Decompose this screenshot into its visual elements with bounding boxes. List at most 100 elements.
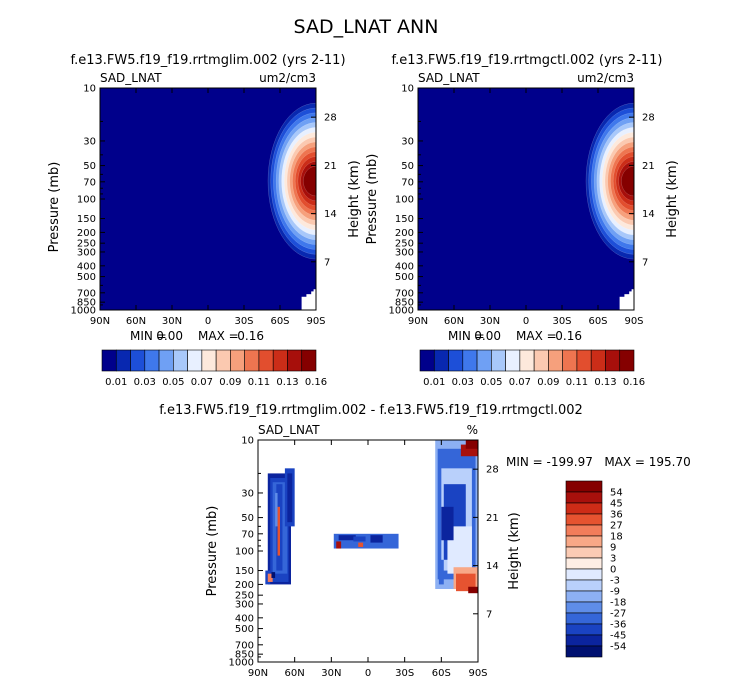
panel-3-ytick-label: 500 [235,624,254,635]
panel-3-axes: 1030507010015020025030040050070085010007… [229,436,499,680]
panel-2-y2tick-label: 21 [642,161,655,172]
panel-1-ytick-label: 200 [77,228,96,239]
panel-2-ytick-label: 400 [395,261,414,272]
panel-1-max-value: 0.16 [237,329,264,343]
panel-2-colorbar-label: 0.07 [509,377,531,388]
panel-2-colorbar-box [619,349,635,372]
panel-3-ytick-label: 200 [235,580,254,591]
panel-1-colorbar-box [301,349,317,372]
panel-1-variable: SAD_LNAT [100,71,162,85]
panel-3-xtick-label: 90N [248,668,268,679]
panel-3-contour-patch [358,542,364,547]
panel-1-units: um2/cm3 [259,71,316,85]
panel-3-ytick-label: 30 [241,488,254,499]
panel-1-ytick-label: 70 [83,177,96,188]
panel-1-xtick-label: 60S [270,316,289,327]
panel-1-colorbar: 0.01 0.03 0.05 0.07 0.09 0.11 0.13 0.16 [101,349,327,388]
panel-2-colorbar-box [491,349,506,372]
panel-1-contours [267,102,316,310]
panel-2-ytick-label: 10 [401,84,414,95]
panel-2-contours [585,102,634,310]
panel-3-colorbar-box [565,491,603,504]
panel-3-colorbar-label: -36 [610,620,626,631]
panel-2-ytick-label: 100 [395,195,414,206]
panel-3-colorbar-box [565,568,603,581]
panel-2-colorbar-label: 0.13 [594,377,616,388]
panel-3-ytick-label: 10 [241,436,254,447]
panel-1-colorbar-box [201,349,217,372]
panel-2-xtick-label: 60S [588,316,607,327]
panel-1-colorbar-box [187,349,203,372]
panel-2-colorbar-box [605,349,621,372]
panel-2-ytick-label: 700 [395,288,414,299]
panel-2-topography [631,289,634,310]
panel-3-xtick-label: 30S [395,668,414,679]
panel-3-y2tick-label: 7 [486,609,492,620]
panel-3-contour-patch [353,536,366,542]
panel-3-colorbar-label: 0 [610,565,616,576]
panel-2-colorbar-box [476,349,492,372]
panel-1-xtick-label: 90N [90,316,110,327]
panel-1-ylabel: Pressure (mb) [47,162,62,253]
panel-2-xtick-label: 0 [523,316,529,327]
panel-2-axes: 1030507010015020025030040050070085010007… [389,84,655,328]
panel-3-contour-patch [275,492,278,527]
panel-1-ytick-label: 100 [77,195,96,206]
panel-3-colorbar-box [565,502,603,515]
panel-3-colorbar-box [565,623,603,636]
panel-3-colorbar-label: -54 [610,642,626,653]
panel-2-colorbar: 0.01 0.03 0.05 0.07 0.09 0.11 0.13 0.16 [419,349,645,388]
panel-2-colorbar-box [448,349,464,372]
panel-3-y2tick-label: 21 [486,513,499,524]
panel-2-colorbar-box [419,349,435,372]
panel-3-ytick-label: 100 [235,547,254,558]
panel-1-max-label: MAX = [198,329,239,343]
panel-3-colorbar-label: 27 [610,521,623,532]
panel-3-units: % [467,423,478,437]
panel-3-xtick-label: 60S [432,668,451,679]
panel-2-colorbar-label: 0.16 [623,377,645,388]
panel-1-ytick-label: 500 [77,272,96,283]
panel-3-colorbar-label: 36 [610,510,623,521]
panel-3-field [258,440,478,662]
panel-3-y2label: Height (km) [507,512,522,589]
panel-3-colorbar-box [565,590,603,603]
panel-1-ytick-label: 850 [77,298,96,309]
panel-1-y2label: Height (km) [347,160,362,237]
panel-1-ytick-label: 700 [77,288,96,299]
panel-3-contour-patch [336,541,342,549]
panel-3: f.e13.FW5.f19_f19.rrtmglim.002 - f.e13.F… [159,403,691,679]
panel-2-y2tick-label: 7 [642,257,648,268]
panel-1-topography [313,289,316,310]
panel-1-y2tick-label: 14 [324,209,337,220]
panel-1-ytick-label: 300 [77,247,96,258]
panel-1-colorbar-box [244,349,260,372]
panel-1-colorbar-box [258,349,274,372]
panel-2-colorbar-box [533,349,549,372]
panel-1-field [100,88,316,310]
panel-3-colorbar-box [565,557,603,570]
panel-1-ytick-label: 50 [83,161,96,172]
panel-3-y2tick-label: 28 [486,465,499,476]
panel-2-xtick-label: 90N [408,316,428,327]
panel-3-colorbar-label: 18 [610,532,623,543]
panel-3-ylabel: Pressure (mb) [205,506,220,597]
figure-title: SAD_LNAT ANN [294,16,439,38]
panel-1-colorbar-label: 0.13 [276,377,298,388]
panel-2-variable: SAD_LNAT [418,71,480,85]
panel-2-ytick-label: 500 [395,272,414,283]
panel-2-ytick-label: 1000 [389,306,414,317]
panel-1-xtick-label: 60N [126,316,146,327]
panel-1-ytick-label: 1000 [71,306,96,317]
panel-1-colorbar-box [101,349,117,372]
panel-3-colorbar-label: 3 [610,554,616,565]
panel-2-colorbar-box [590,349,606,372]
panel-3-contour-patch [267,573,273,582]
panel-1-colorbar-box [215,349,231,372]
panel-2-title: f.e13.FW5.f19_f19.rrtmgctl.002 (yrs 2-11… [391,53,662,68]
panel-2-colorbar-box [548,349,563,372]
panel-1-xtick-label: 90S [306,316,325,327]
panel-2-ytick-label: 850 [395,298,414,309]
panel-3-xtick-label: 60N [285,668,305,679]
panel-2-colorbar-box [462,349,478,372]
